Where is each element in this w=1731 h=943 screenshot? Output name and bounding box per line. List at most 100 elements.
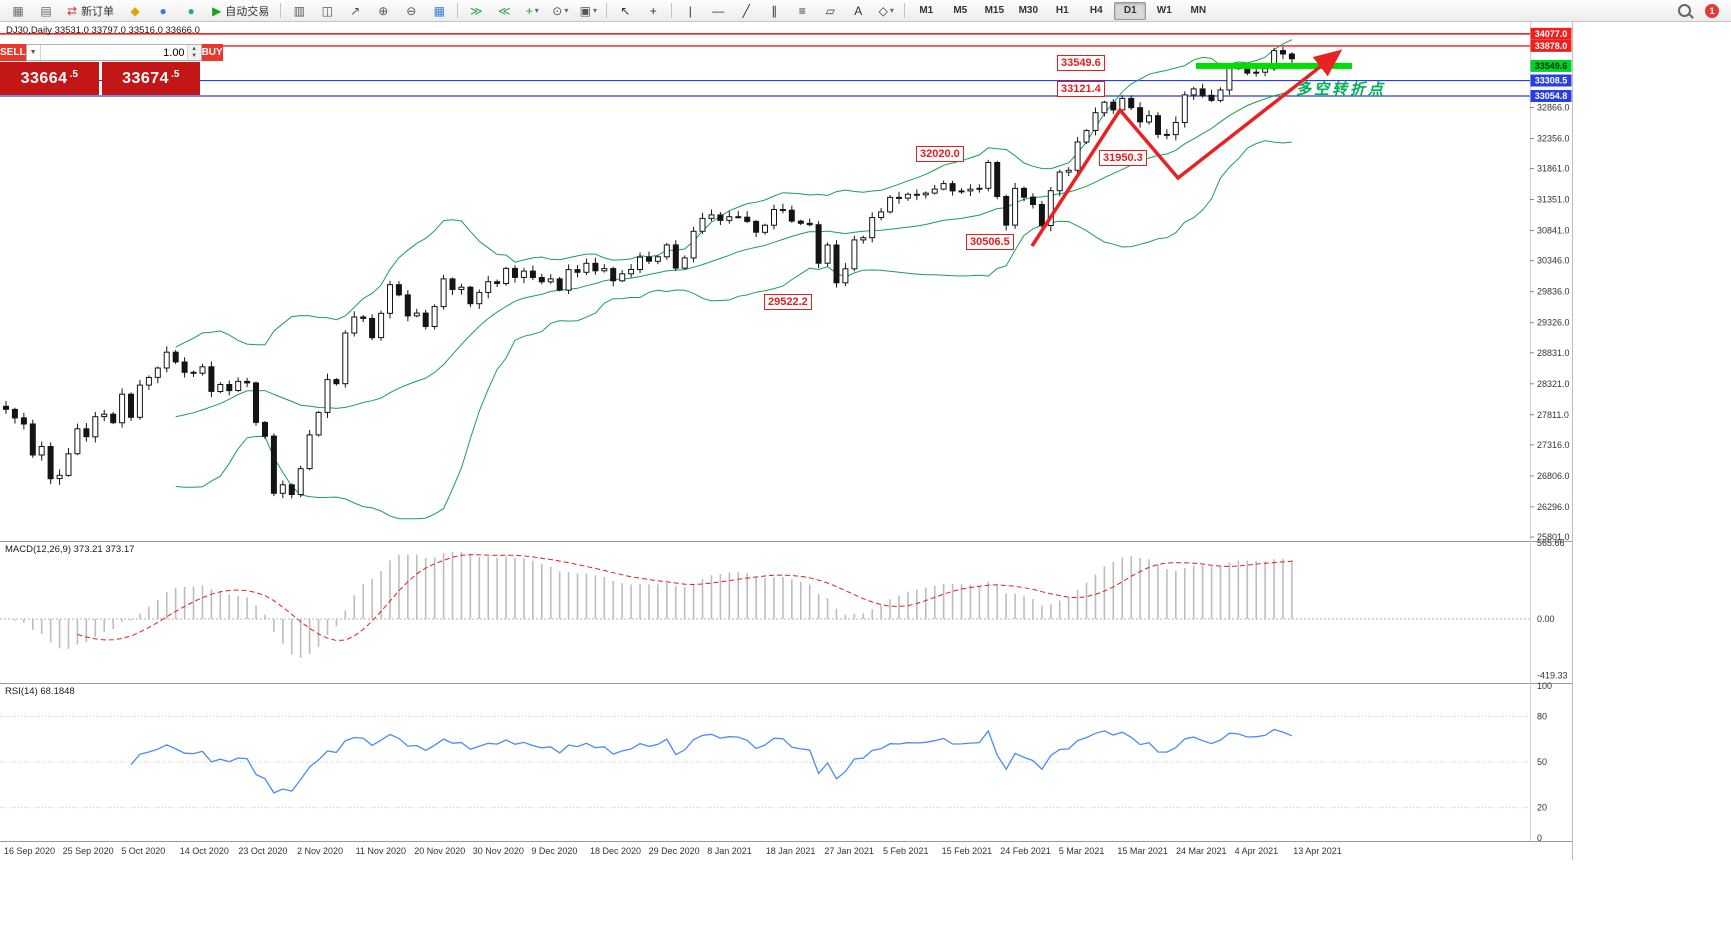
trendline-icon[interactable]: ╱ [742, 3, 750, 18]
rsi-indicator-header: RSI(14) 68.1848 [5, 686, 75, 697]
signals-icon[interactable]: ● [187, 3, 195, 18]
templates-button[interactable]: ▣ ▾ [579, 3, 597, 18]
price-label-flag[interactable]: 29522.2 [764, 294, 812, 310]
svg-text:13 Apr 2021: 13 Apr 2021 [1293, 846, 1342, 856]
chart-window: 32866.0 32356.0 31861.0 31351.0 30841.0 30346… [0, 22, 1573, 860]
timeframe-button-h4[interactable]: H4 [1089, 5, 1103, 16]
price-chart-canvas[interactable]: 32866.0 32356.0 31861.0 31351.0 30841.0 30346… [0, 22, 1572, 860]
autotrading-button[interactable]: ▶ 自动交易 [212, 3, 270, 18]
buy-price: 33674 [122, 69, 170, 87]
svg-text:2 Nov 2020: 2 Nov 2020 [297, 846, 343, 856]
timeframe-button-w1[interactable]: W1 [1156, 5, 1172, 16]
text-icon[interactable]: A [854, 3, 863, 18]
svg-text:23 Oct 2020: 23 Oct 2020 [238, 846, 287, 856]
buy-tab[interactable]: BUY [201, 44, 223, 61]
svg-text:80: 80 [1537, 711, 1547, 721]
buy-button[interactable]: 33674 .5 [101, 62, 200, 95]
timeframe-button-m15[interactable]: M15 [984, 5, 1005, 16]
search-icon[interactable] [1678, 4, 1691, 17]
channel-icon[interactable]: ∥ [771, 3, 778, 18]
svg-text:31861.0: 31861.0 [1537, 164, 1570, 174]
vertical-line-icon[interactable]: | [688, 3, 692, 18]
svg-text:32866.0: 32866.0 [1537, 102, 1570, 112]
svg-text:0: 0 [1537, 833, 1542, 843]
mql-editor-icon[interactable]: ◆ [130, 3, 140, 18]
lot-size-input[interactable] [40, 45, 187, 60]
lot-size-box: ▼ ▲ ▼ [25, 44, 202, 61]
svg-text:15 Mar 2021: 15 Mar 2021 [1117, 846, 1168, 856]
cursor-icon[interactable]: ↖ [620, 3, 631, 18]
tile-windows-icon[interactable]: ▦ [433, 3, 445, 18]
svg-text:29 Dec 2020: 29 Dec 2020 [649, 846, 700, 856]
sell-price-fraction: .5 [69, 69, 78, 80]
svg-text:24 Mar 2021: 24 Mar 2021 [1176, 846, 1227, 856]
macd-indicator-header: MACD(12,26,9) 373.21 373.17 [5, 544, 135, 555]
svg-text:30841.0: 30841.0 [1537, 226, 1570, 236]
svg-text:20: 20 [1537, 803, 1547, 813]
svg-text:4 Apr 2021: 4 Apr 2021 [1235, 846, 1279, 856]
candlestick-chart-icon[interactable]: ◫ [321, 3, 333, 18]
macd-histogram [14, 551, 1293, 658]
new-chart-icon[interactable]: ▦ [12, 3, 24, 18]
toolbar-separator [457, 3, 459, 18]
svg-text:5 Mar 2021: 5 Mar 2021 [1059, 846, 1105, 856]
sell-tab[interactable]: SELL [0, 44, 26, 61]
market-icon[interactable]: ● [159, 3, 167, 18]
turning-point-annotation[interactable]: 多空转折点 [1296, 81, 1387, 98]
timeframe-button-h1[interactable]: H1 [1055, 5, 1069, 16]
ohlc-values-label: 33531.0 33797.0 33516.0 33666.0 [54, 25, 200, 36]
lot-increase-button[interactable]: ▲ [187, 45, 201, 53]
svg-text:18 Jan 2021: 18 Jan 2021 [766, 846, 816, 856]
timeframe-button-m1[interactable]: M1 [919, 5, 934, 16]
periods-button[interactable]: ⊙ ▾ [552, 3, 569, 18]
lot-dropdown-icon[interactable]: ▼ [27, 45, 41, 60]
price-axis: 32866.0 32356.0 31861.0 31351.0 30841.0 30346… [1530, 27, 1572, 843]
svg-text:50: 50 [1537, 757, 1547, 767]
fibonacci-icon[interactable]: ≡ [798, 3, 806, 18]
svg-text:8 Jan 2021: 8 Jan 2021 [707, 846, 752, 856]
line-chart-icon[interactable]: ↗ [350, 3, 361, 18]
svg-text:30346.0: 30346.0 [1537, 256, 1570, 266]
timeframe-button-m5[interactable]: M5 [953, 5, 968, 16]
lot-spinner: ▲ ▼ [186, 45, 201, 60]
chart-shift-icon[interactable]: ≪ [498, 3, 511, 18]
price-label-flag[interactable]: 32020.0 [916, 146, 964, 162]
price-label-flag[interactable]: 31950.3 [1099, 150, 1147, 166]
trend-arrow[interactable] [1030, 49, 1343, 247]
svg-text:28831.0: 28831.0 [1537, 348, 1570, 358]
svg-text:30 Nov 2020: 30 Nov 2020 [473, 846, 524, 856]
svg-text:100: 100 [1537, 681, 1552, 691]
timeframe-button-d1[interactable]: D1 [1114, 1, 1147, 20]
support-zone-bar[interactable] [1196, 62, 1352, 69]
svg-text:29326.0: 29326.0 [1537, 318, 1570, 328]
svg-text:14 Oct 2020: 14 Oct 2020 [180, 846, 229, 856]
zoom-in-icon[interactable]: ⊕ [378, 3, 389, 18]
toolbar-items: ▦ ▤ ⇄ 新订单 ◆ ● ● ▶ 自动交易 ▥ ◫ ↗ ⊕ ⊖ ▦ ≫ ≪ + ▾ ⊙ ▾ ▣ ▾ ↖ + | — ╱ ∥ ≡ ▱ A ◇ ▾ M… [4, 0, 1215, 21]
lot-decrease-button[interactable]: ▼ [187, 52, 201, 60]
auto-scroll-icon[interactable]: ≫ [470, 3, 483, 18]
new-order-button[interactable]: ⇄ 新订单 [67, 3, 115, 18]
crosshair-icon[interactable]: + [649, 3, 657, 18]
svg-text:33308.5: 33308.5 [1535, 76, 1568, 86]
profiles-icon[interactable]: ▤ [40, 3, 52, 18]
price-label-flag[interactable]: 33549.6 [1057, 55, 1105, 71]
zoom-out-icon[interactable]: ⊖ [406, 3, 417, 18]
svg-text:15 Feb 2021: 15 Feb 2021 [942, 846, 993, 856]
svg-text:25801.0: 25801.0 [1537, 532, 1570, 542]
shapes-icon[interactable]: ▱ [825, 3, 835, 18]
bar-chart-icon[interactable]: ▥ [293, 3, 305, 18]
one-click-trading-panel: SELL ▼ ▲ ▼ BUY 33664 .5 33674 [0, 44, 223, 95]
toolbar-separator [671, 3, 673, 18]
timeframe-button-m30[interactable]: M30 [1018, 5, 1039, 16]
svg-text:5 Oct 2020: 5 Oct 2020 [121, 846, 165, 856]
notifications-badge[interactable]: 1 [1705, 3, 1719, 18]
svg-text:11 Nov 2020: 11 Nov 2020 [356, 846, 406, 856]
horizontal-line-icon[interactable]: — [712, 3, 725, 18]
price-label-flag[interactable]: 30506.5 [966, 234, 1014, 250]
sell-button[interactable]: 33664 .5 [0, 62, 99, 95]
timeframe-button-mn[interactable]: MN [1190, 5, 1207, 16]
price-label-flag[interactable]: 33121.4 [1057, 81, 1105, 97]
arrows-icon[interactable]: ◇ ▾ [878, 3, 894, 18]
indicators-button[interactable]: + ▾ [525, 3, 539, 18]
sell-price: 33664 [20, 69, 68, 87]
